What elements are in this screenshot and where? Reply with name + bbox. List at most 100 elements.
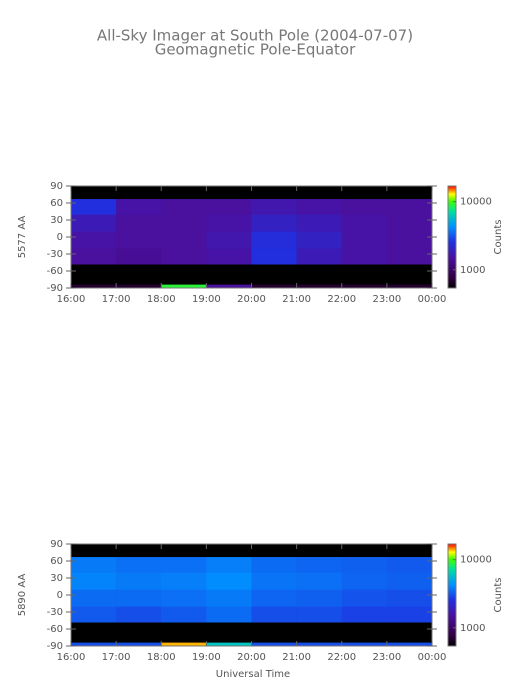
heat-cell [341,199,388,215]
heat-cell [251,606,297,623]
heat-cell [251,214,297,232]
heat-cell [206,248,252,265]
heat-cell [251,557,297,573]
x-tick-label: 23:00 [372,652,401,663]
y-tick-label: 60 [50,556,63,567]
colorbar-label: Counts [493,220,504,255]
heat-cell [251,248,297,265]
y-tick-label: 90 [50,181,63,192]
heat-cell [161,284,207,289]
y-tick-label: -60 [47,266,63,277]
heat-cell [161,199,207,215]
x-tick-label: 17:00 [102,294,131,305]
heat-cell [341,572,388,590]
heat-cell [386,589,433,607]
y-tick-label: -90 [47,283,63,294]
heat-cell [386,572,433,590]
heat-cell [386,248,433,265]
x-tick-label: 16:00 [57,294,86,305]
colorbar-tick-label: 1000 [460,623,485,634]
heat-cell [71,284,117,289]
y-tick-label: 60 [50,198,63,209]
heat-cell [161,642,207,647]
heat-cell [161,214,207,232]
heat-cell [206,557,252,573]
heat-cell [206,589,252,607]
x-tick-label: 19:00 [192,294,221,305]
heat-cell [251,572,297,590]
heat-cell [251,589,297,607]
y-tick-label: 0 [57,232,63,243]
heat-cell [116,284,162,289]
y-tick-label: 90 [50,539,63,550]
heat-cell [71,589,117,607]
heat-cell [341,284,388,289]
heat-cell [71,572,117,590]
heat-cell [116,642,162,647]
heat-cell [251,199,297,215]
x-tick-label: 21:00 [282,294,311,305]
heat-cell [296,248,343,265]
heat-cell [296,199,343,215]
heat-cell [206,231,252,249]
heat-cell [341,557,388,573]
heat-cell [296,589,343,607]
x-tick-label: 00:00 [418,652,447,663]
heat-cell [341,606,388,623]
x-tick-label: 22:00 [327,652,356,663]
x-tick-label: 19:00 [192,652,221,663]
heat-cell [386,199,433,215]
x-tick-label: 18:00 [147,294,176,305]
heat-cell [71,606,117,623]
y-tick-label: 30 [50,215,63,226]
colorbar-tick-label: 1000 [460,265,485,276]
y-tick-label: -90 [47,641,63,652]
heat-cell [116,572,162,590]
heat-cell [116,557,162,573]
heat-cell [251,642,297,647]
x-axis-label: Universal Time [216,669,290,680]
x-tick-label: 18:00 [147,652,176,663]
heat-cell [161,589,207,607]
heat-cell [161,231,207,249]
y-axis-label: 5577 AA [17,216,28,259]
y-tick-label: -30 [47,249,63,260]
colorbar [447,185,457,289]
colorbar-tick-label: 10000 [460,197,492,208]
heat-cell [386,642,433,647]
heat-cell [386,214,433,232]
heat-cell [206,606,252,623]
heat-cell [161,606,207,623]
colorbar-label: Counts [493,578,504,613]
y-tick-label: 30 [50,573,63,584]
heat-cell [296,284,343,289]
heat-cell [116,199,162,215]
heat-cell [296,214,343,232]
heat-cell [296,606,343,623]
heat-cell [251,284,297,289]
heat-cell [206,214,252,232]
heat-cell [71,557,117,573]
heat-cell [341,231,388,249]
y-axis-label: 5890 AA [17,574,28,617]
heat-cell [71,642,117,647]
heat-cell [71,214,117,232]
heat-cell [341,248,388,265]
heat-cell [386,606,433,623]
chart-subtitle: Geomagnetic Pole-Equator [155,41,356,59]
heat-cell [296,642,343,647]
y-tick-label: 0 [57,590,63,601]
chart-title: All-Sky Imager at South Pole (2004-07-07… [97,27,413,45]
heat-cell [206,284,252,289]
x-tick-label: 20:00 [237,652,266,663]
colorbar-tick-label: 10000 [460,555,492,566]
heat-cell [341,642,388,647]
heat-cell [116,214,162,232]
heat-cell [296,557,343,573]
heat-cell [341,589,388,607]
x-tick-label: 21:00 [282,652,311,663]
heat-cell [161,557,207,573]
heat-cell [296,572,343,590]
heat-cell [206,572,252,590]
x-tick-label: 23:00 [372,294,401,305]
